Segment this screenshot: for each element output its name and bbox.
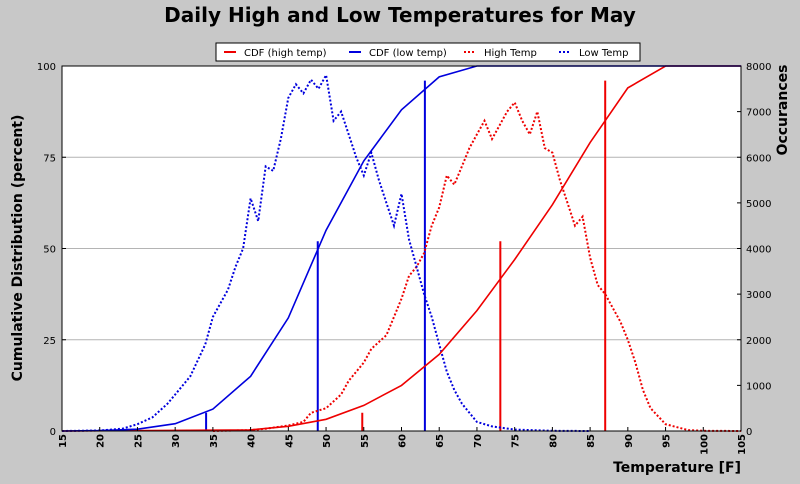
series-cdf-low-temp- <box>61 65 741 432</box>
x-tick-label: 105 <box>737 434 748 455</box>
legend-label: CDF (low temp) <box>369 48 447 59</box>
y-axis-label-left: Cumulative Distribution (percent) <box>10 115 26 382</box>
x-tick-label: 15 <box>58 434 69 448</box>
y-tick-label-right: 8000 <box>746 62 771 73</box>
y-tick-label-right: 3000 <box>746 290 771 301</box>
legend: CDF (high temp) CDF (low temp) High Temp Lo… <box>215 42 641 62</box>
y-axis-label-right: Occurances <box>775 65 791 156</box>
y-tick-label-right: 7000 <box>746 108 771 119</box>
x-tick-label: 95 <box>662 434 673 448</box>
series-high-temp <box>212 100 742 432</box>
x-tick-label: 55 <box>360 434 371 448</box>
y-tick-label-right: 1000 <box>746 381 771 392</box>
series-cdf-high-temp- <box>61 65 741 432</box>
legend-label: High Temp <box>484 48 537 59</box>
x-tick-label: 85 <box>586 434 597 448</box>
x-tick-label: 30 <box>171 434 182 448</box>
grid <box>62 156 741 341</box>
y-tick-label-left: 50 <box>43 245 56 256</box>
y-tick-label-right: 4000 <box>746 245 771 256</box>
y-tick-label-left: 25 <box>43 336 56 347</box>
x-tick-label: 35 <box>209 434 220 448</box>
x-tick-label: 65 <box>435 434 446 448</box>
axis-ticks: 15 20 25 30 35 40 45 50 55 60 65 70 75 80 85 90 95 100 105… <box>37 62 772 455</box>
legend-label: Low Temp <box>579 48 629 59</box>
x-tick-label: 90 <box>624 434 635 448</box>
y-tick-label-left: 100 <box>37 62 56 73</box>
x-tick-label: 80 <box>548 434 559 448</box>
y-tick-label-right: 5000 <box>746 199 771 210</box>
y-tick-label-right: 2000 <box>746 336 771 347</box>
y-tick-label-left: 75 <box>43 153 56 164</box>
x-tick-label: 25 <box>133 434 144 448</box>
legend-box <box>215 42 641 62</box>
x-axis-label: Temperature [F] <box>613 460 741 476</box>
x-tick-label: 40 <box>247 434 258 448</box>
legend-label: CDF (high temp) <box>244 48 327 59</box>
x-tick-label: 60 <box>398 434 409 448</box>
x-tick-label: 20 <box>96 434 107 448</box>
y-tick-label-right: 6000 <box>746 153 771 164</box>
x-tick-label: 45 <box>284 434 295 448</box>
x-tick-label: 50 <box>322 434 333 448</box>
chart-title: Daily High and Low Temperatures for May <box>164 3 636 27</box>
x-tick-label: 75 <box>511 434 522 448</box>
y-tick-label-right: 0 <box>746 427 752 438</box>
x-tick-label: 100 <box>699 434 710 455</box>
y-tick-label-left: 0 <box>50 427 56 438</box>
series-layer <box>61 65 742 432</box>
x-tick-label: 70 <box>473 434 484 448</box>
